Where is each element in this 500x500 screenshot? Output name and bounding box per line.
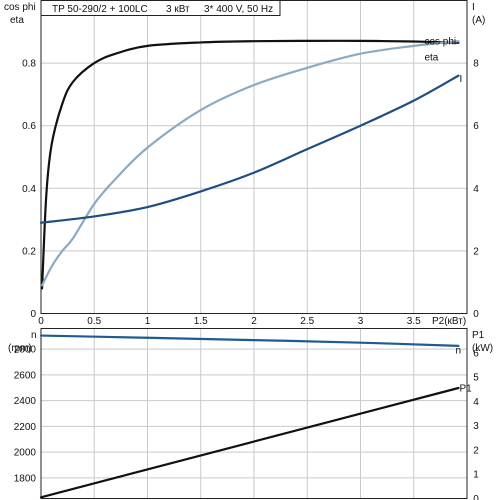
upper-left-axis-label-top: cos phi bbox=[4, 2, 36, 13]
y-right-tick-label: 6 bbox=[473, 348, 479, 359]
title-model: TP 50-290/2 + 100LC bbox=[52, 4, 148, 15]
series-line-p1 bbox=[39, 386, 460, 499]
lower-left-axis-label-top: n bbox=[31, 330, 37, 341]
lower-series: n P1 bbox=[39, 334, 472, 499]
y-left-tick-label: 0.6 bbox=[22, 121, 36, 132]
title-box: TP 50-290/2 + 100LC 3 кВт 3* 400 V, 50 H… bbox=[40, 0, 281, 16]
x-tick-label: 2.5 bbox=[300, 316, 314, 327]
y-right-tick-label: 5 bbox=[473, 373, 479, 384]
lower-frame bbox=[40, 328, 468, 499]
y-right-tick-label: 2 bbox=[473, 445, 479, 456]
y-right-tick-label: 0 bbox=[473, 494, 479, 500]
y-right-tick-label: 0 bbox=[473, 309, 479, 320]
series-line-i bbox=[39, 74, 460, 224]
x-tick-label: 2 bbox=[251, 316, 257, 327]
series-label-n: n bbox=[455, 345, 461, 356]
y-right-tick-label: 4 bbox=[473, 397, 479, 408]
x-tick-label: 1.5 bbox=[194, 316, 208, 327]
upper-ticks: 0 0.2 0.4 0.6 0.8 0 2 4 6 8 0 0.5 1 1.5 2 2.5 3 3.5 bbox=[22, 59, 479, 327]
y-left-tick-label: 2600 bbox=[14, 370, 37, 381]
series-label-cos-phi: cos phi bbox=[424, 37, 456, 48]
lower-left-axis-label-bottom: (rpm) bbox=[8, 343, 32, 354]
title-box-frame bbox=[40, 0, 281, 16]
series-label-i: I bbox=[459, 74, 462, 85]
y-left-tick-label: 0.2 bbox=[22, 246, 36, 257]
title-power: 3 кВт bbox=[166, 4, 190, 15]
x-tick-label: 0 bbox=[38, 316, 44, 327]
upper-right-axis-label-top: I bbox=[472, 2, 475, 13]
series-label-p1: P1 bbox=[459, 384, 472, 395]
y-left-tick-label: 2800 bbox=[14, 345, 37, 356]
y-right-tick-label: 1 bbox=[473, 470, 479, 481]
y-right-tick-label: 4 bbox=[473, 184, 479, 195]
upper-panel: TP 50-290/2 + 100LC 3 кВт 3* 400 V, 50 H… bbox=[4, 0, 485, 327]
x-tick-label: 1 bbox=[145, 316, 151, 327]
x-axis-label: P2(кВт) bbox=[432, 316, 466, 327]
lower-right-axis-label-bottom: (kW) bbox=[472, 343, 493, 354]
upper-right-axis-label-bottom: (A) bbox=[472, 15, 485, 26]
y-left-tick-label: 2000 bbox=[14, 448, 37, 459]
y-left-tick-label: 0 bbox=[30, 309, 36, 320]
series-line-n bbox=[39, 334, 460, 347]
series-line-eta bbox=[40, 39, 460, 290]
series-line-cos-phi bbox=[40, 40, 460, 287]
title-supply: 3* 400 V, 50 Hz bbox=[204, 4, 273, 15]
x-tick-label: 3.5 bbox=[407, 316, 421, 327]
x-tick-label: 3 bbox=[358, 316, 364, 327]
y-right-tick-label: 3 bbox=[473, 421, 479, 432]
y-left-tick-label: 2400 bbox=[14, 396, 37, 407]
lower-right-axis-label-top: P1 bbox=[472, 330, 485, 341]
y-right-tick-label: 8 bbox=[473, 59, 479, 70]
y-left-tick-label: 0.4 bbox=[22, 184, 36, 195]
y-left-tick-label: 1800 bbox=[14, 473, 37, 484]
x-tick-label: 0.5 bbox=[87, 316, 101, 327]
upper-left-axis-label-bottom: eta bbox=[10, 15, 24, 26]
lower-panel: n (rpm) P1 (kW) 1800 2000 2200 2400 2600 2800… bbox=[8, 328, 493, 500]
y-right-tick-label: 2 bbox=[473, 246, 479, 257]
y-left-tick-label: 0.8 bbox=[22, 59, 36, 70]
series-label-eta: eta bbox=[424, 52, 438, 63]
y-right-tick-label: 6 bbox=[473, 121, 479, 132]
y-left-tick-label: 2200 bbox=[14, 422, 37, 433]
lower-ticks: 1800 2000 2200 2400 2600 2800 0 1 2 3 4 5 6 bbox=[14, 345, 479, 500]
upper-series: eta cos phi I bbox=[39, 37, 462, 290]
